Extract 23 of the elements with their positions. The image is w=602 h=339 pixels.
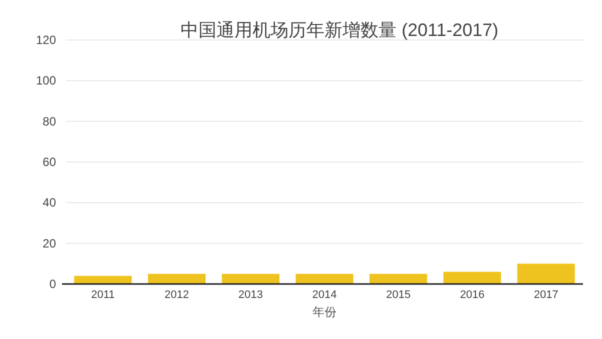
bar	[222, 274, 280, 284]
x-axis-title: 年份	[312, 305, 336, 319]
x-tick-label: 2011	[91, 289, 115, 301]
bar	[517, 264, 575, 284]
x-tick-label: 2017	[534, 289, 558, 301]
x-tick-label: 2012	[164, 289, 190, 301]
bar	[370, 274, 428, 284]
y-tick-label: 60	[42, 155, 56, 169]
bar	[74, 276, 132, 284]
bar	[148, 274, 206, 284]
chart-title: 中国通用机场历年新增数量 (2011-2017)	[180, 20, 498, 40]
x-tick-label: 2015	[386, 289, 411, 301]
x-tick-label: 2013	[238, 289, 263, 301]
bar	[443, 272, 502, 284]
x-tick-label: 2016	[460, 289, 484, 301]
y-tick-label: 120	[36, 33, 56, 47]
x-tick-label: 2014	[312, 289, 337, 301]
y-tick-label: 80	[42, 114, 56, 128]
y-tick-label: 20	[42, 236, 56, 250]
y-tick-label: 100	[36, 74, 56, 88]
bar	[296, 274, 354, 284]
y-tick-label: 0	[49, 277, 56, 291]
y-tick-label: 40	[42, 196, 56, 210]
